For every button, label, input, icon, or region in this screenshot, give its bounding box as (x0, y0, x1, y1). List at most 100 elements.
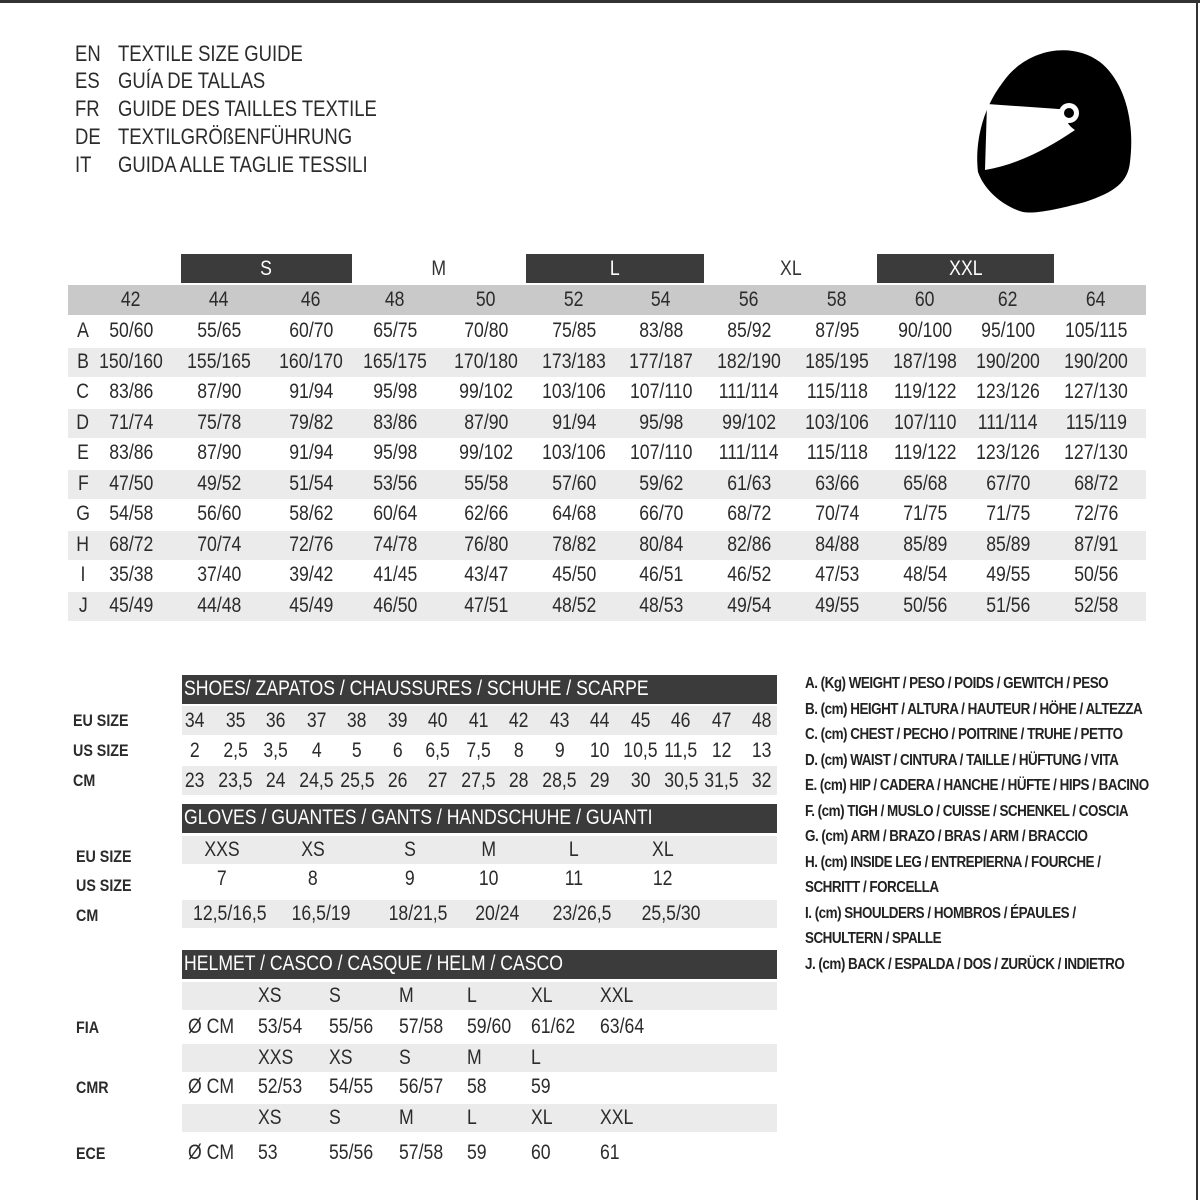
table-cell-text: 190/200 (1064, 349, 1128, 373)
table-cell-text: 72/76 (288, 532, 334, 556)
size-group-m: M (355, 254, 523, 283)
gloves-title-text: GLOVES / GUANTES / GANTS / HANDSCHUHE / … (184, 806, 653, 829)
table-cell-text: 43 (549, 709, 570, 732)
table-cell-text: 32 (752, 769, 772, 792)
table-cell: 107/110 (615, 438, 707, 468)
helmet-value-text: 53 (258, 1141, 278, 1164)
table-cell: 43/47 (440, 560, 532, 590)
size-group-xl: XL (707, 254, 874, 283)
helmet-value-text: 63/64 (600, 1015, 645, 1038)
title-text-text: GUIDE DES TAILLES TEXTILE (118, 96, 377, 121)
column-header: 46 (266, 285, 356, 315)
table-cell: 47/53 (791, 560, 883, 590)
table-cell: 49/55 (962, 560, 1054, 590)
helmet-size-text: S (329, 1106, 341, 1129)
table-cell: 123/126 (962, 377, 1054, 407)
table-cell: 119/122 (879, 377, 971, 407)
table-cell: L (524, 835, 624, 865)
title-lang-code-text: ES (75, 68, 100, 93)
size-group-s: S (181, 254, 352, 283)
table-cell: 6 (376, 736, 420, 766)
unit-label-text: Ø CM (188, 1015, 235, 1038)
helmet-value: 58 (467, 1073, 490, 1101)
table-cell: 51/54 (265, 469, 357, 499)
table-cell-text: 49/55 (985, 563, 1031, 586)
title-lang-code: DE (75, 124, 106, 150)
table-cell-text: 107/110 (629, 441, 693, 464)
table-cell-text: 155/165 (187, 349, 251, 373)
table-cell: 70/74 (173, 530, 265, 560)
table-cell-text: 87/90 (196, 441, 242, 464)
table-cell-text: 95/98 (372, 441, 418, 464)
row-key-text: C (76, 380, 90, 403)
table-cell-text: 47/50 (108, 471, 154, 495)
legend-item: B. (cm) HEIGHT / ALTURA / HAUTEUR / HÖHE… (805, 701, 1200, 719)
table-cell: 66/70 (615, 499, 707, 529)
helmet-size: XS (258, 1104, 286, 1132)
table-cell-text: 115/118 (806, 380, 868, 403)
table-cell-text: 18/21,5 (388, 902, 448, 925)
table-cell: 87/90 (173, 377, 265, 407)
table-cell: 48/52 (528, 591, 620, 621)
table-cell-text: 37/40 (196, 563, 242, 586)
helmet-value: 59 (467, 1139, 490, 1167)
table-cell: 123/126 (962, 438, 1054, 468)
helmet-size-text: XXS (258, 1046, 294, 1069)
table-cell: 54/58 (85, 499, 177, 529)
table-cell: 64/68 (528, 499, 620, 529)
table-cell-text: 45/50 (551, 563, 597, 586)
table-cell: 45 (619, 706, 663, 736)
table-cell-text: 99/102 (459, 380, 513, 403)
table-cell-text: 76/80 (463, 532, 509, 556)
table-cell: 39/42 (265, 560, 357, 590)
table-cell: 49/54 (703, 591, 795, 621)
legend-item: J. (cm) BACK / ESPALDA / DOS / ZURÜCK / … (805, 956, 1185, 974)
table-cell-text: 78/82 (551, 532, 597, 556)
table-cell: 34 (173, 706, 217, 736)
table-cell-text: 187/198 (893, 349, 957, 373)
table-cell: 67/70 (962, 469, 1054, 499)
table-cell: 13 (740, 736, 784, 766)
table-cell-text: 51/56 (985, 593, 1031, 617)
table-cell-text: 60/64 (372, 502, 418, 525)
table-cell-text: M (481, 838, 497, 861)
helmet-value-text: 55/56 (329, 1015, 374, 1038)
row-shading (182, 900, 777, 928)
table-cell-text: 111/114 (719, 380, 779, 403)
table-cell: 95/98 (349, 438, 441, 468)
table-cell-text: 54/58 (108, 502, 154, 525)
table-cell-text: 4 (311, 739, 322, 762)
title-lang-code: EN (75, 41, 106, 67)
helmet-size: S (399, 1044, 413, 1072)
size-group-l-text: L (610, 257, 620, 280)
helmet-size-text: XXL (600, 984, 634, 1007)
table-cell: 24,5 (295, 766, 339, 796)
title-lang-code: IT (75, 152, 95, 178)
helmet-value: 61/62 (531, 1013, 584, 1041)
helmet-size: XXS (258, 1044, 300, 1072)
table-cell: 71/75 (962, 499, 1054, 529)
table-cell-text: 23 (185, 769, 205, 792)
table-cell: 107/110 (879, 408, 971, 438)
table-cell-text: 12,5/16,5 (193, 902, 267, 925)
table-cell-text: 25,5 (339, 769, 375, 792)
table-cell: 12,5/16,5 (180, 899, 280, 929)
title-lang-code-text: EN (75, 41, 101, 66)
table-cell-text: 83/88 (638, 319, 684, 342)
helmet-size: XXL (600, 1104, 640, 1132)
table-cell: 46 (659, 706, 703, 736)
legend-item-text: J. (cm) BACK / ESPALDA / DOS / ZURÜCK / … (805, 955, 1125, 973)
column-header: 60 (880, 285, 970, 315)
table-cell: 25,5/30 (621, 899, 721, 929)
helmet-value-text: 54/55 (329, 1075, 374, 1098)
table-cell: 99/102 (440, 377, 532, 407)
table-cell-text: 10 (479, 867, 499, 890)
standard-label-text: FIA (76, 1018, 100, 1037)
table-cell: 173/183 (528, 347, 620, 377)
title-text-text: GUIDA ALLE TAGLIE TESSILI (118, 152, 368, 177)
table-cell-text: 71/75 (985, 502, 1031, 525)
helmet-value-text: 56/57 (399, 1075, 444, 1098)
table-cell: 48 (740, 706, 784, 736)
table-cell: 10 (439, 864, 539, 894)
table-cell: 10 (578, 736, 622, 766)
